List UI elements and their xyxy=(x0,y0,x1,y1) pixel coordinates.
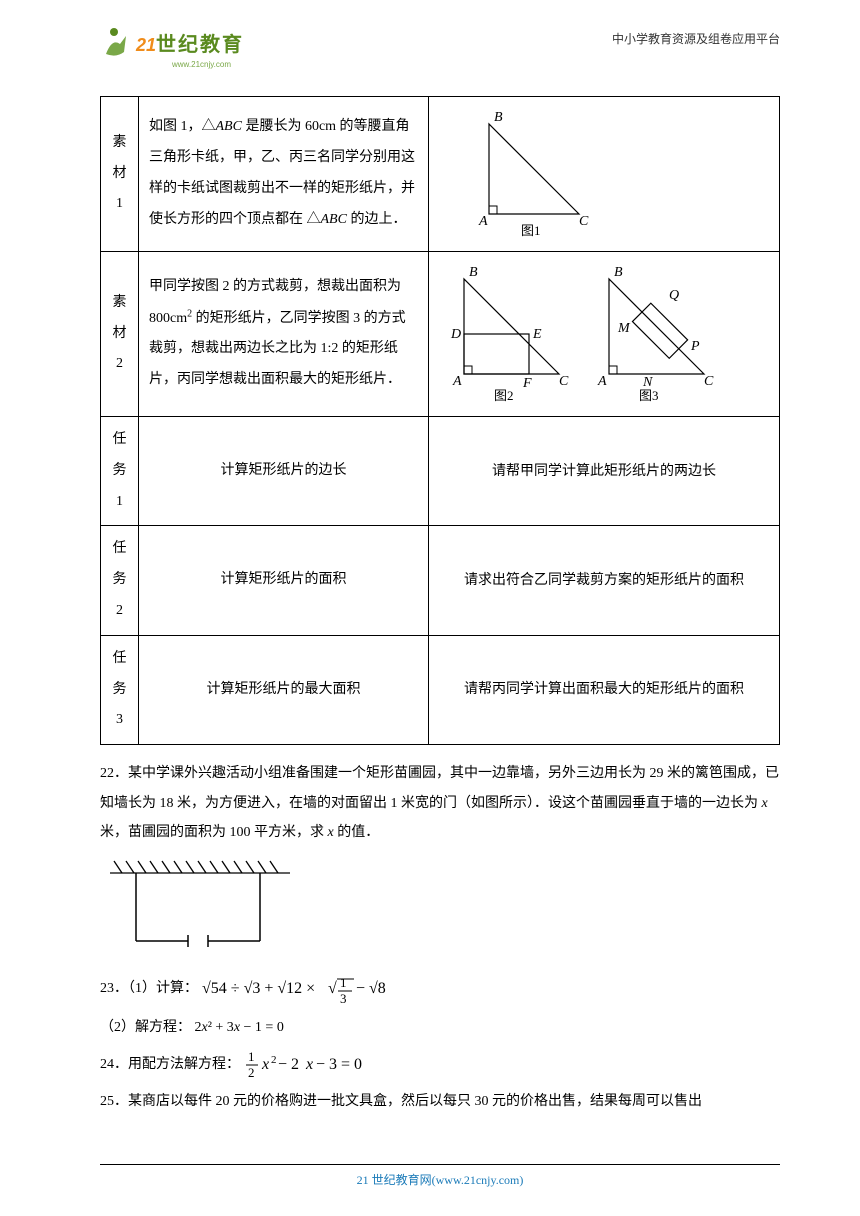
question-23-2: （2）解方程： 2x² + 3x − 1 = 0 xyxy=(100,1013,780,1042)
row-desc: 计算矩形纸片的边长 xyxy=(139,417,429,526)
point-label: C xyxy=(559,374,569,389)
point-label: F xyxy=(522,376,532,391)
figure-caption: 图2 xyxy=(494,388,514,403)
point-label: C xyxy=(579,214,589,229)
svg-text:− 2: − 2 xyxy=(278,1056,299,1073)
point-label: C xyxy=(704,374,714,389)
q23-2-prefix: （2）解方程： xyxy=(100,1020,191,1035)
row-right: 请帮甲同学计算此矩形纸片的两边长 xyxy=(429,417,780,526)
q23-prefix: 23．（1）计算： xyxy=(100,982,198,997)
point-label: Q xyxy=(669,288,679,303)
svg-text:1: 1 xyxy=(248,1049,255,1064)
page-header: 21世纪教育 www.21cnjy.com 中小学教育资源及组卷应用平台 xyxy=(100,24,780,72)
logo-url: www.21cnjy.com xyxy=(172,60,231,69)
point-label: E xyxy=(532,327,542,342)
row-desc: 如图 1，△ABC 是腰长为 60cm 的等腰直角三角形卡纸，甲，乙、丙三名同学… xyxy=(139,97,429,252)
point-label: A xyxy=(478,214,488,229)
row-label: 任 务 2 xyxy=(101,526,139,635)
svg-text:2: 2 xyxy=(271,1054,277,1066)
question-23-1: 23．（1）计算： √54 ÷ √3 + √12 × √ 1 3 − √8 xyxy=(100,969,780,1009)
svg-text:− 3 = 0: − 3 = 0 xyxy=(316,1056,362,1073)
row-label: 素 材 2 xyxy=(101,252,139,417)
point-label: B xyxy=(614,265,623,280)
figure-1: B A C 图1 xyxy=(439,109,609,239)
logo-main-text: 世纪教育 xyxy=(156,34,244,56)
row-figure: B A C D E F 图2 B A xyxy=(429,252,780,417)
row-figure: B A C 图1 xyxy=(429,97,780,252)
row-right: 请帮丙同学计算出面积最大的矩形纸片的面积 xyxy=(429,635,780,744)
svg-text:√: √ xyxy=(328,980,337,997)
row-right: 请求出符合乙同学裁剪方案的矩形纸片的面积 xyxy=(429,526,780,635)
question-24: 24．用配方法解方程： 1 2 x 2 − 2 x − 3 = 0 xyxy=(100,1047,780,1083)
footer-url: www.21cnjy.com xyxy=(436,1173,520,1187)
svg-text:1: 1 xyxy=(340,975,347,990)
q23-expression: √54 ÷ √3 + √12 × √ 1 3 − √8 xyxy=(202,969,402,1009)
row-desc: 甲同学按图 2 的方式裁剪，想裁出面积为 800cm2 的矩形纸片，乙同学按图 … xyxy=(139,252,429,417)
q24-expression: 1 2 x 2 − 2 x − 3 = 0 xyxy=(244,1047,384,1083)
svg-text:√54 ÷ √3 + √12 ×: √54 ÷ √3 + √12 × xyxy=(202,980,315,997)
table-row: 素 材 1 如图 1，△ABC 是腰长为 60cm 的等腰直角三角形卡纸，甲，乙… xyxy=(101,97,780,252)
q22-text: 22．某中学课外兴趣活动小组准备围建一个矩形苗圃园，其中一边靠墙，另外三边用长为… xyxy=(100,766,779,840)
svg-text:2: 2 xyxy=(248,1065,255,1080)
figure-2-3: B A C D E F 图2 B A xyxy=(439,264,739,404)
q24-prefix: 24．用配方法解方程： xyxy=(100,1057,240,1072)
problem-table: 素 材 1 如图 1，△ABC 是腰长为 60cm 的等腰直角三角形卡纸，甲，乙… xyxy=(100,96,780,745)
desc-text: 甲同学按图 2 的方式裁剪，想裁出面积为 800cm2 的矩形纸片，乙同学按图 … xyxy=(149,279,406,387)
point-label: A xyxy=(452,374,462,389)
row-label: 任 务 3 xyxy=(101,635,139,744)
row-label: 任 务 1 xyxy=(101,417,139,526)
desc-text: 如图 1，△ABC 是腰长为 60cm 的等腰直角三角形卡纸，甲，乙、丙三名同学… xyxy=(149,119,415,226)
point-label: P xyxy=(690,339,700,354)
question-22: 22．某中学课外兴趣活动小组准备围建一个矩形苗圃园，其中一边靠墙，另外三边用长为… xyxy=(100,759,780,847)
logo-prefix: 21 xyxy=(136,35,156,55)
page-content: 素 材 1 如图 1，△ABC 是腰长为 60cm 的等腰直角三角形卡纸，甲，乙… xyxy=(100,96,780,1120)
point-label: M xyxy=(617,321,631,336)
svg-text:x: x xyxy=(261,1056,269,1073)
point-label: B xyxy=(494,110,503,125)
point-label: B xyxy=(469,265,478,280)
fence-figure xyxy=(100,855,300,955)
figure-caption: 图3 xyxy=(639,388,659,403)
table-row: 任 务 3 计算矩形纸片的最大面积 请帮丙同学计算出面积最大的矩形纸片的面积 xyxy=(101,635,780,744)
svg-text:3: 3 xyxy=(340,991,347,1006)
row-desc: 计算矩形纸片的面积 xyxy=(139,526,429,635)
table-row: 素 材 2 甲同学按图 2 的方式裁剪，想裁出面积为 800cm2 的矩形纸片，… xyxy=(101,252,780,417)
figure-caption: 图1 xyxy=(521,223,541,238)
site-logo: 21世纪教育 www.21cnjy.com xyxy=(100,24,244,60)
point-label: A xyxy=(597,374,607,389)
svg-text:x: x xyxy=(305,1056,313,1073)
header-subtitle: 中小学教育资源及组卷应用平台 xyxy=(612,24,780,47)
question-25: 25．某商店以每件 20 元的价格购进一批文具盒，然后以每只 30 元的价格出售… xyxy=(100,1087,780,1116)
table-row: 任 务 1 计算矩形纸片的边长 请帮甲同学计算此矩形纸片的两边长 xyxy=(101,417,780,526)
row-label: 素 材 1 xyxy=(101,97,139,252)
row-desc: 计算矩形纸片的最大面积 xyxy=(139,635,429,744)
point-label: D xyxy=(450,327,461,342)
footer-suffix: ) xyxy=(519,1173,523,1187)
logo-icon xyxy=(100,24,132,60)
q23-2-eq: 2x² + 3x − 1 = 0 xyxy=(195,1020,284,1035)
questions-below: 22．某中学课外兴趣活动小组准备围建一个矩形苗圃园，其中一边靠墙，另外三边用长为… xyxy=(100,759,780,1116)
svg-text:− √8: − √8 xyxy=(356,980,386,997)
footer-prefix: 21 世纪教育网( xyxy=(357,1173,436,1187)
page-footer: 21 世纪教育网(www.21cnjy.com) xyxy=(100,1164,780,1188)
table-row: 任 务 2 计算矩形纸片的面积 请求出符合乙同学裁剪方案的矩形纸片的面积 xyxy=(101,526,780,635)
